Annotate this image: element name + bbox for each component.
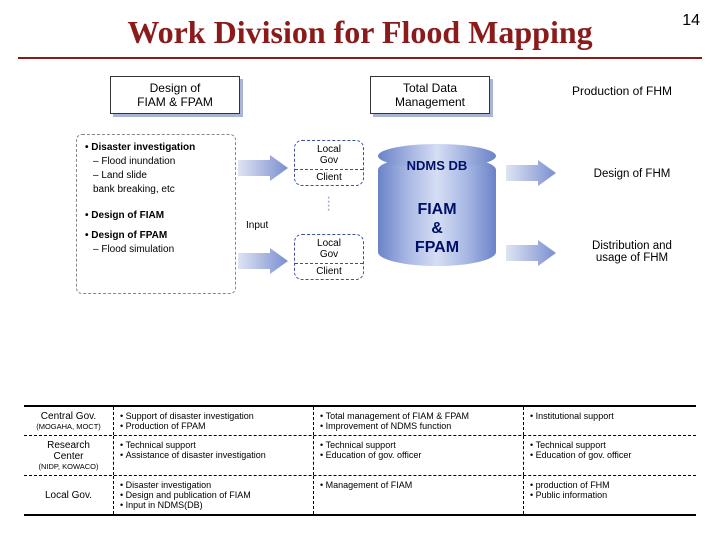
- header-production-box: Production of FHM: [552, 80, 692, 102]
- cylinder-mid-label: FIAM&FPAM: [378, 200, 496, 258]
- left-content-box: • Disaster investigation – Flood inundat…: [76, 134, 236, 294]
- table-row: Central Gov. (MOGAHA, MOCT) • Support of…: [24, 407, 696, 436]
- row-header: Central Gov. (MOGAHA, MOCT): [24, 407, 114, 435]
- table-row: ResearchCenter (NIDP, KOWACO) • Technica…: [24, 436, 696, 476]
- table-cell: • Technical support• Education of gov. o…: [524, 436, 696, 475]
- database-cylinder: NDMS DB FIAM&FPAM: [378, 156, 496, 266]
- local-gov-box-1: LocalGov Client: [294, 140, 364, 186]
- table-cell: • Technical support• Education of gov. o…: [314, 436, 524, 475]
- local-gov-label: LocalGov: [295, 235, 363, 263]
- dist-usage-text: Distribution andusage of FHM: [562, 240, 702, 264]
- client-label: Client: [295, 264, 363, 279]
- row-header-main: Local Gov.: [30, 490, 107, 501]
- title-underline: [18, 57, 702, 59]
- bullet-fpam: • Design of FPAM: [85, 229, 227, 243]
- table-cell: • production of FHM• Public information: [524, 476, 696, 514]
- local-gov-label: LocalGov: [295, 141, 363, 169]
- row-header: Local Gov.: [24, 476, 114, 514]
- row-header: ResearchCenter (NIDP, KOWACO): [24, 436, 114, 475]
- cylinder-top-label: NDMS DB: [378, 158, 496, 173]
- row-header-main: ResearchCenter: [30, 440, 107, 462]
- arrow-icon: [238, 155, 288, 181]
- table-cell: • Technical support• Assistance of disas…: [114, 436, 314, 475]
- local-gov-box-2: LocalGov Client: [294, 234, 364, 280]
- table-cell: • Disaster investigation• Design and pub…: [114, 476, 314, 514]
- page-number: 14: [682, 12, 700, 30]
- row-header-sub: (MOGAHA, MOCT): [30, 422, 107, 431]
- table-row: Local Gov. • Disaster investigation• Des…: [24, 476, 696, 514]
- client-label: Client: [295, 170, 363, 185]
- design-fhm-text: Design of FHM: [562, 168, 702, 180]
- table-cell: • Support of disaster investigation• Pro…: [114, 407, 314, 435]
- bullet-disaster: • Disaster investigation: [85, 141, 227, 155]
- sub-flood: – Flood inundation: [93, 155, 227, 169]
- header-design-box: Design ofFIAM & FPAM: [110, 76, 240, 114]
- bullet-fiam: • Design of FIAM: [85, 209, 227, 223]
- sub-sim: – Flood simulation: [93, 243, 227, 257]
- sub-landslide: – Land slide: [93, 169, 227, 183]
- arrow-icon: [238, 248, 288, 274]
- responsibility-table: Central Gov. (MOGAHA, MOCT) • Support of…: [24, 405, 696, 516]
- row-header-sub: (NIDP, KOWACO): [30, 462, 107, 471]
- header-total-data-box: Total DataManagement: [370, 76, 490, 114]
- table-cell: • Institutional support: [524, 407, 696, 435]
- arrow-icon: [506, 240, 556, 266]
- vertical-dots-icon: ····: [326, 196, 329, 212]
- row-header-main: Central Gov.: [30, 411, 107, 422]
- input-label: Input: [246, 220, 268, 231]
- table-cell: • Management of FIAM: [314, 476, 524, 514]
- page-title: Work Division for Flood Mapping: [0, 0, 720, 57]
- arrow-icon: [506, 160, 556, 186]
- sub-bank: bank breaking, etc: [93, 183, 227, 197]
- table-cell: • Total management of FIAM & FPAM• Impro…: [314, 407, 524, 435]
